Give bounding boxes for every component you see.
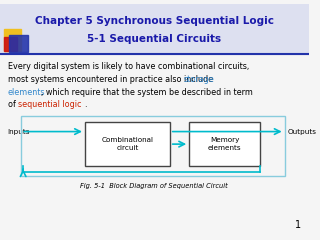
Text: 1: 1 xyxy=(295,220,301,230)
Text: .: . xyxy=(84,100,86,109)
Bar xyxy=(4,37,17,51)
Text: Every digital system is likely to have combinational circuits,: Every digital system is likely to have c… xyxy=(8,62,249,72)
Bar xyxy=(4,29,21,51)
Bar xyxy=(189,122,260,166)
Bar xyxy=(0,4,309,54)
Bar xyxy=(9,35,28,53)
Text: Combinational
circuit: Combinational circuit xyxy=(101,137,153,151)
Text: 5-1 Sequential Circuits: 5-1 Sequential Circuits xyxy=(87,34,221,44)
Text: Outputs: Outputs xyxy=(287,129,316,135)
Text: Inputs: Inputs xyxy=(8,129,30,135)
Text: Fig. 5-1  Block Diagram of Sequential Circuit: Fig. 5-1 Block Diagram of Sequential Cir… xyxy=(81,183,228,189)
Text: Memory
elements: Memory elements xyxy=(208,137,242,151)
Bar xyxy=(85,122,170,166)
Text: elements: elements xyxy=(8,88,45,96)
Bar xyxy=(21,116,284,176)
Text: Chapter 5 Synchronous Sequential Logic: Chapter 5 Synchronous Sequential Logic xyxy=(35,16,274,26)
Text: of: of xyxy=(8,100,18,109)
Text: most systems encountered in practice also include: most systems encountered in practice als… xyxy=(8,75,215,84)
Text: sequential logic: sequential logic xyxy=(18,100,82,109)
Text: storage: storage xyxy=(183,75,214,84)
Text: , which require that the system be described in term: , which require that the system be descr… xyxy=(41,88,252,96)
